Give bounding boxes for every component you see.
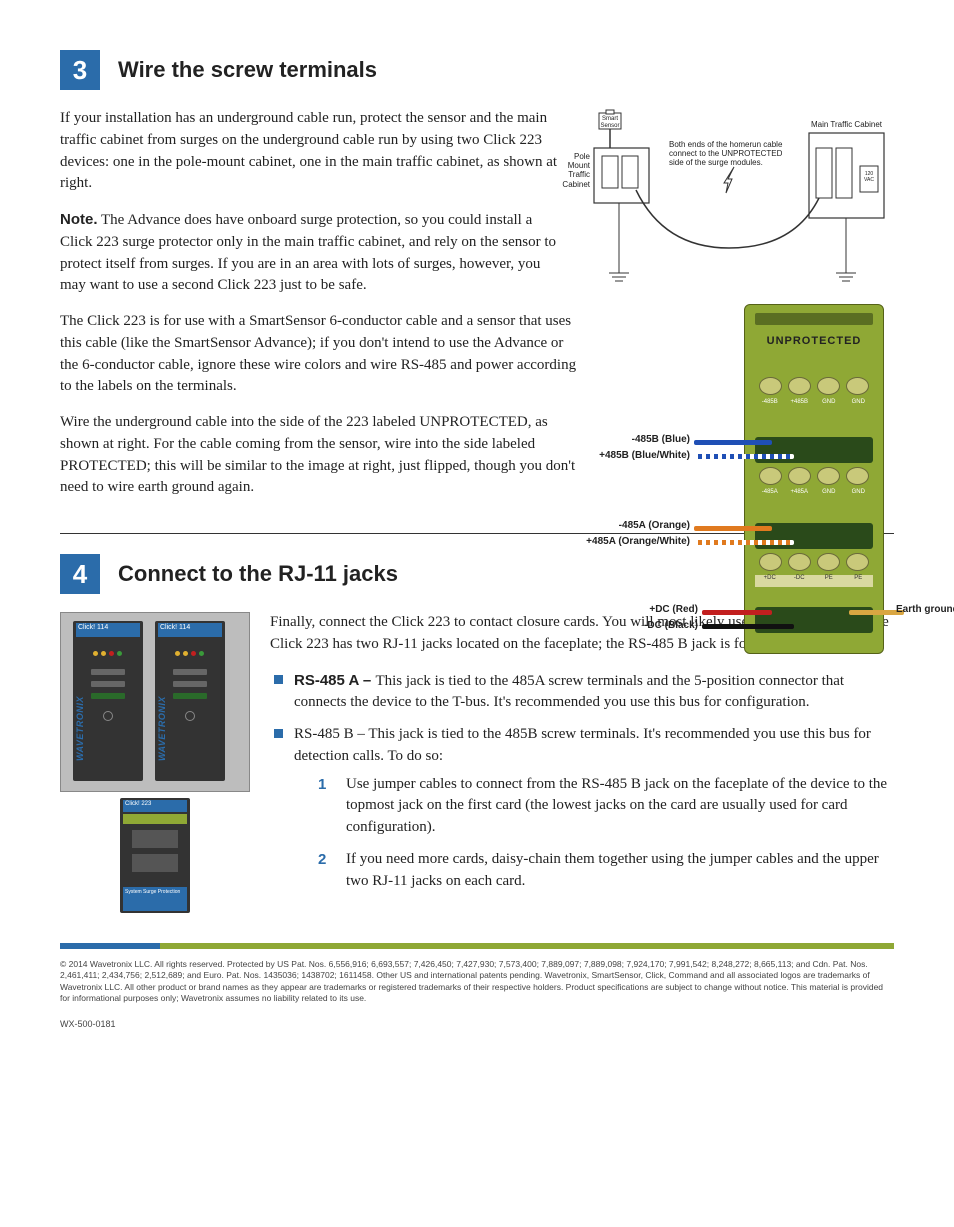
bullet2-label: RS-485 B –: [294, 726, 368, 742]
cabinet-svg: [564, 108, 894, 298]
main-cabinet-label: Main Traffic Cabinet: [804, 120, 889, 129]
wire-p485b: [694, 454, 794, 459]
bullet-rs485a: RS-485 A – This jack is tied to the 485A…: [270, 670, 894, 715]
label-p485a: +485A (Orange/White): [564, 536, 690, 547]
footer-rule: [60, 943, 894, 949]
wire-m485a: [694, 526, 772, 531]
section3-p2-text: The Advance does have onboard surge prot…: [60, 212, 556, 293]
wire-p485a: [694, 540, 794, 545]
smart-sensor-label: Smart Sensor: [600, 116, 620, 130]
label-m485b: -485B (Blue): [564, 434, 690, 445]
section4-body: Click! 114 WAVETRONIX Click! 114 WAVETRO…: [60, 612, 894, 913]
step1: Use jumper cables to connect from the RS…: [318, 774, 894, 839]
unprotected-label: UNPROTECTED: [745, 335, 883, 347]
section3-p1: If your installation has an underground …: [60, 108, 560, 195]
label-earth: Earth ground: [896, 604, 954, 615]
surge-module-label: Click! 223: [123, 800, 187, 812]
section3-header: 3 Wire the screw terminals: [60, 50, 894, 90]
note-label: Note.: [60, 211, 98, 228]
bullet1-label: RS-485 A –: [294, 672, 375, 689]
section4-text: Finally, connect the Click 223 to contac…: [270, 612, 894, 913]
legal-text: © 2014 Wavetronix LLC. All rights reserv…: [60, 959, 894, 1005]
bullet1-text: This jack is tied to the 485A screw term…: [294, 673, 844, 711]
label-pdc: +DC (Red): [590, 604, 698, 615]
bullet-rs485b: RS-485 B – This jack is tied to the 485B…: [270, 724, 894, 892]
wire-diagram: UNPROTECTED -485B+485BGNDGND -485A+485AG…: [634, 304, 894, 654]
card-right: Click! 114 WAVETRONIX: [155, 621, 225, 781]
section4-image: Click! 114 WAVETRONIX Click! 114 WAVETRO…: [60, 612, 250, 913]
click223-module: UNPROTECTED -485B+485BGNDGND -485A+485AG…: [744, 304, 884, 654]
card-left-label: Click! 114: [76, 623, 140, 637]
jack-list: RS-485 A – This jack is tied to the 485A…: [270, 670, 894, 893]
homerun-note: Both ends of the homerun cable connect t…: [669, 140, 789, 168]
card-rack: Click! 114 WAVETRONIX Click! 114 WAVETRO…: [60, 612, 250, 792]
section4-title: Connect to the RJ-11 jacks: [118, 561, 398, 587]
wavetronix-right: WAVETRONIX: [157, 696, 167, 761]
pole-mount-label: Pole Mount Traffic Cabinet: [556, 152, 590, 189]
section3-title: Wire the screw terminals: [118, 57, 377, 83]
surge-module: Click! 223 System Surge Protection: [120, 798, 190, 913]
label-mdc: -DC (Black): [590, 620, 698, 631]
wire-m485b: [694, 440, 772, 445]
section4-number: 4: [60, 554, 100, 594]
section3-p4: Wire the underground cable into the side…: [60, 412, 577, 499]
card-right-label: Click! 114: [158, 623, 222, 637]
doc-id: WX-500-0181: [60, 1019, 894, 1029]
wire-mdc: [702, 624, 794, 629]
wire-pdc: [702, 610, 772, 615]
label-m485a: -485A (Orange): [564, 520, 690, 531]
wavetronix-left: WAVETRONIX: [75, 696, 85, 761]
section3-p2: Note. The Advance does have onboard surg…: [60, 209, 560, 297]
card-left: Click! 114 WAVETRONIX: [73, 621, 143, 781]
bullet2-text: This jack is tied to the 485B screw term…: [294, 726, 871, 764]
section3-p3: The Click 223 is for use with a SmartSen…: [60, 311, 577, 398]
vac-label: 120 VAC: [862, 172, 876, 184]
section3-body: If your installation has an underground …: [60, 108, 894, 534]
step2: If you need more cards, daisy-chain them…: [318, 849, 894, 893]
section3-figure: Smart Sensor Pole Mount Traffic Cabinet …: [564, 108, 894, 654]
section3-number: 3: [60, 50, 100, 90]
label-p485b: +485B (Blue/White): [564, 450, 690, 461]
steps-list: Use jumper cables to connect from the RS…: [318, 774, 894, 893]
cabinet-diagram: Smart Sensor Pole Mount Traffic Cabinet …: [564, 108, 894, 298]
